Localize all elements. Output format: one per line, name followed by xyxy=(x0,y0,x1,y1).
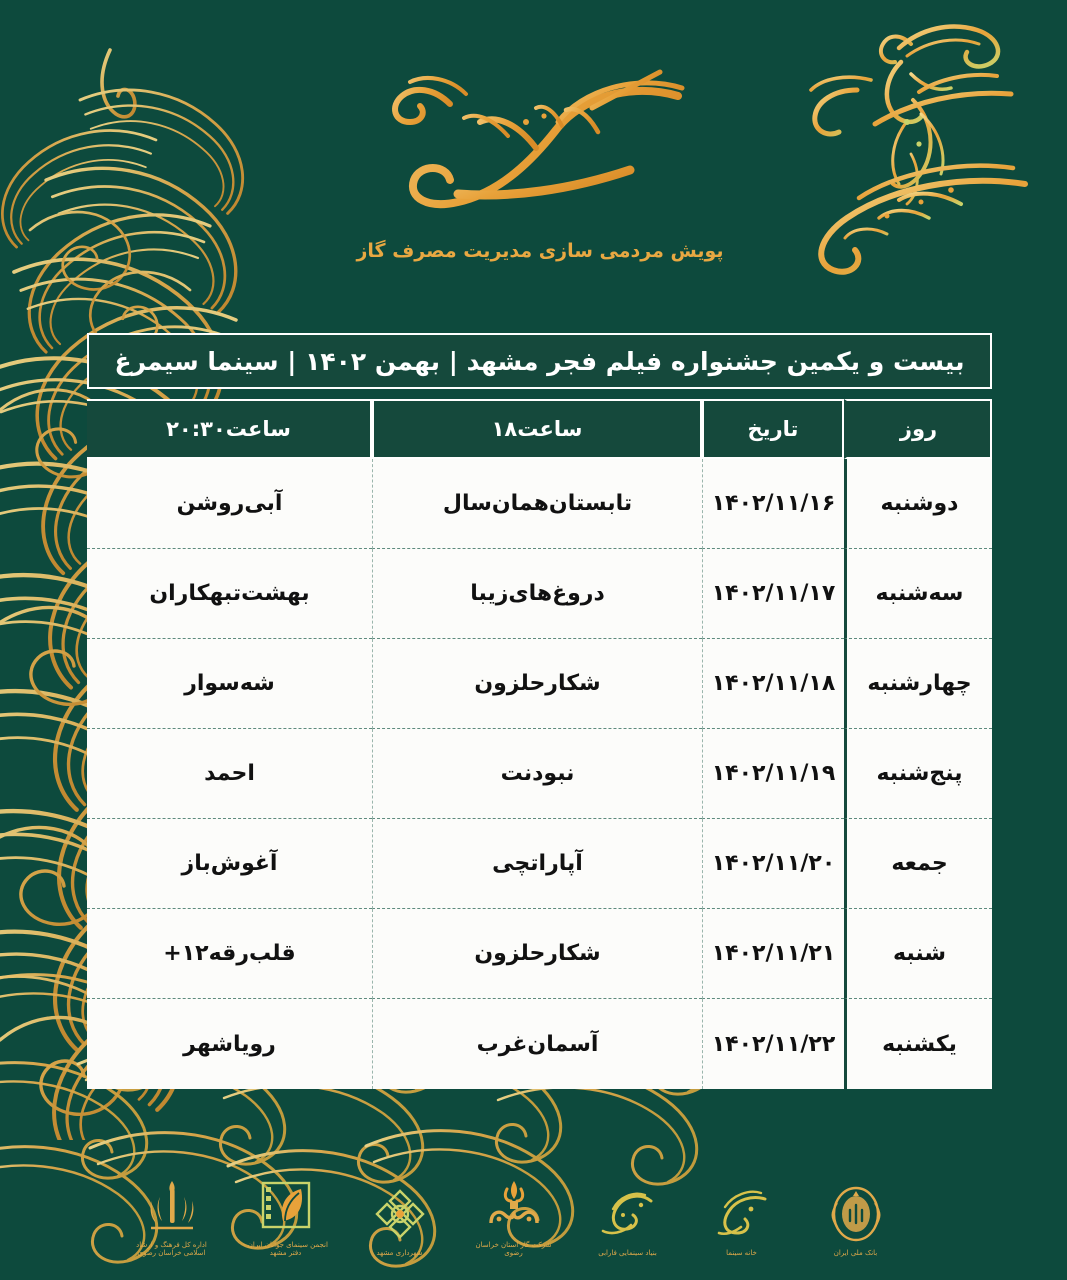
cell-date: ۱۴۰۲/۱۱/۱۶ xyxy=(702,459,844,549)
cell-show18: نبودنت xyxy=(372,729,702,819)
ershad-emblem-icon xyxy=(141,1175,203,1237)
screening-schedule-table: روز تاریخ ساعت۱۸ ساعت۲۰:۳۰ دوشنبه ۱۴۰۲/۱… xyxy=(87,399,992,1089)
cell-show18: آسمان‌غرب xyxy=(372,999,702,1089)
sponsor-ershad: اداره کل فرهنگ و ارشاد اسلامی خراسان رضو… xyxy=(126,1148,218,1258)
cell-day: دوشنبه xyxy=(844,459,992,549)
cell-show18: شکارحلزون xyxy=(372,909,702,999)
mashhad-municipality-icon xyxy=(369,1183,431,1245)
sponsor-khane-cinema: خانه سینما xyxy=(696,1148,788,1258)
cell-show2030: بهشت‌تبهکاران xyxy=(87,549,372,639)
page-title: بیست و یکمین جشنواره فیلم فجر مشهد | بهم… xyxy=(114,346,965,376)
column-header-day: روز xyxy=(844,399,992,459)
column-header-show18: ساعت۱۸ xyxy=(372,399,702,459)
cell-day: جمعه xyxy=(844,819,992,909)
cell-date: ۱۴۰۲/۱۱/۲۲ xyxy=(702,999,844,1089)
farabi-foundation-icon xyxy=(597,1183,659,1245)
cell-date: ۱۴۰۲/۱۱/۱۹ xyxy=(702,729,844,819)
sponsor-caption: اداره کل فرهنگ و ارشاد اسلامی خراسان رضو… xyxy=(136,1240,207,1258)
cell-show18: دروغ‌های‌زیبا xyxy=(372,549,702,639)
column-header-show2030: ساعت۲۰:۳۰ xyxy=(87,399,372,459)
cell-day: پنج‌شنبه xyxy=(844,729,992,819)
column-header-date: تاریخ xyxy=(702,399,844,459)
cell-show18: آپاراتچی xyxy=(372,819,702,909)
table-row: سه‌شنبه ۱۴۰۲/۱۱/۱۷ دروغ‌های‌زیبا بهشت‌تب… xyxy=(87,549,992,639)
campaign-calligraphy-icon xyxy=(330,52,750,242)
cell-show2030: آغوش‌باز xyxy=(87,819,372,909)
sponsor-logo-strip: بانک ملی ایران خانه سینما xyxy=(0,1138,1067,1258)
cell-show18: شکارحلزون xyxy=(372,639,702,729)
cell-date: ۱۴۰۲/۱۱/۱۸ xyxy=(702,639,844,729)
cell-day: سه‌شنبه xyxy=(844,549,992,639)
cell-show2030: قلب‌رقه۱۲+ xyxy=(87,909,372,999)
table-row: شنبه ۱۴۰۲/۱۱/۲۱ شکارحلزون قلب‌رقه۱۲+ xyxy=(87,909,992,999)
khane-cinema-icon xyxy=(711,1183,773,1245)
sponsor-youth-cinema-society: انجمن سینمای جوانان ایران - دفتر مشهد xyxy=(240,1148,332,1258)
cell-day: چهارشنبه xyxy=(844,639,992,729)
sponsor-caption: بانک ملی ایران xyxy=(833,1249,878,1258)
table-row: دوشنبه ۱۴۰۲/۱۱/۱۶ تابستان‌همان‌سال آبی‌ر… xyxy=(87,459,992,549)
sponsor-gas-company: شرکت گاز استان خراسان رضوی xyxy=(468,1148,560,1258)
table-header: روز تاریخ ساعت۱۸ ساعت۲۰:۳۰ xyxy=(87,399,992,459)
sponsor-bank-melli: بانک ملی ایران xyxy=(810,1148,902,1258)
cell-date: ۱۴۰۲/۱۱/۲۰ xyxy=(702,819,844,909)
table-row: جمعه ۱۴۰۲/۱۱/۲۰ آپاراتچی آغوش‌باز xyxy=(87,819,992,909)
sponsor-caption: انجمن سینمای جوانان ایران - دفتر مشهد xyxy=(243,1240,328,1258)
poster-header: پویش مردمی سازی مدیریت مصرف گاز xyxy=(0,0,1067,320)
cell-show2030: احمد xyxy=(87,729,372,819)
table-row: یکشنبه ۱۴۰۲/۱۱/۲۲ آسمان‌غرب رویاشهر xyxy=(87,999,992,1089)
table-row: چهارشنبه ۱۴۰۲/۱۱/۱۸ شکارحلزون شه‌سوار xyxy=(87,639,992,729)
youth-cinema-society-icon xyxy=(255,1175,317,1237)
schedule-title-bar: بیست و یکمین جشنواره فیلم فجر مشهد | بهم… xyxy=(87,333,992,389)
cell-day: شنبه xyxy=(844,909,992,999)
cell-day: یکشنبه xyxy=(844,999,992,1089)
sponsor-caption: بنیاد سینمایی فارابی xyxy=(598,1249,657,1258)
table-row: پنج‌شنبه ۱۴۰۲/۱۱/۱۹ نبودنت احمد xyxy=(87,729,992,819)
sponsor-caption: خانه سینما xyxy=(726,1249,757,1258)
gas-company-flame-icon xyxy=(483,1175,545,1237)
cell-show2030: رویاشهر xyxy=(87,999,372,1089)
table-header-row: روز تاریخ ساعت۱۸ ساعت۲۰:۳۰ xyxy=(87,399,992,459)
table-body: دوشنبه ۱۴۰۲/۱۱/۱۶ تابستان‌همان‌سال آبی‌ر… xyxy=(87,459,992,1089)
sponsor-caption: شرکت گاز استان خراسان رضوی xyxy=(475,1240,552,1258)
simorgh-phoenix-icon xyxy=(761,4,1061,294)
sponsor-caption: شهرداری مشهد xyxy=(376,1249,423,1258)
campaign-subtitle: پویش مردمی سازی مدیریت مصرف گاز xyxy=(356,240,724,262)
cell-show18: تابستان‌همان‌سال xyxy=(372,459,702,549)
sponsor-mashhad-municipality: شهرداری مشهد xyxy=(354,1148,446,1258)
cell-date: ۱۴۰۲/۱۱/۱۷ xyxy=(702,549,844,639)
cell-show2030: آبی‌روشن xyxy=(87,459,372,549)
cell-date: ۱۴۰۲/۱۱/۲۱ xyxy=(702,909,844,999)
bank-melli-icon xyxy=(825,1183,887,1245)
sponsor-farabi: بنیاد سینمایی فارابی xyxy=(582,1148,674,1258)
cell-show2030: شه‌سوار xyxy=(87,639,372,729)
